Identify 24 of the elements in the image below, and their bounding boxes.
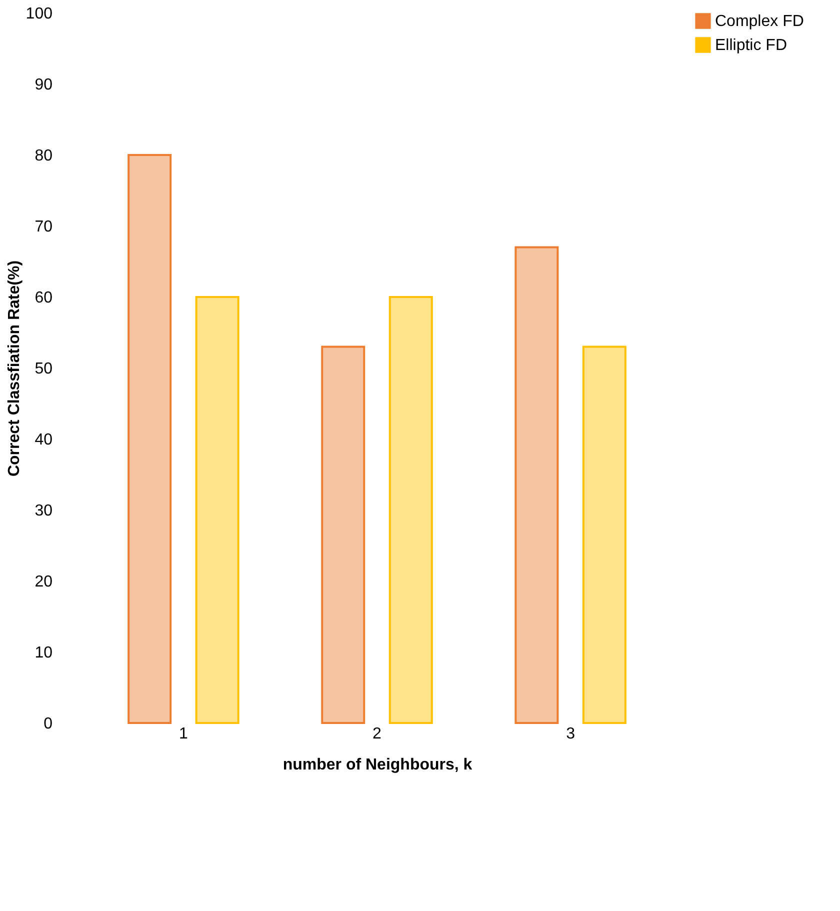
y-axis-title: Correct Classfiation Rate(%) bbox=[6, 260, 23, 477]
x-tick-label: 3 bbox=[566, 726, 576, 742]
x-axis-title: number of Neighbours, k bbox=[282, 756, 472, 774]
y-tick-label: 10 bbox=[34, 644, 53, 662]
bar bbox=[321, 346, 366, 724]
y-tick-label: 40 bbox=[34, 432, 53, 448]
y-tick-label: 80 bbox=[34, 148, 53, 164]
bar bbox=[195, 296, 240, 724]
x-tick-label: 1 bbox=[179, 726, 188, 742]
y-tick-label: 90 bbox=[34, 76, 53, 94]
legend-label: Elliptic FD bbox=[715, 37, 788, 54]
bar bbox=[582, 346, 626, 724]
y-tick-label: 100 bbox=[26, 6, 53, 22]
bar bbox=[128, 154, 172, 724]
y-tick-label: 30 bbox=[34, 502, 53, 520]
bar bbox=[514, 246, 559, 724]
x-tick-label: 2 bbox=[372, 726, 382, 742]
y-tick-label: 50 bbox=[34, 360, 53, 378]
y-tick-label: 0 bbox=[44, 716, 53, 732]
y-tick-label: 20 bbox=[34, 574, 53, 590]
bar bbox=[388, 296, 433, 724]
y-tick-label: 70 bbox=[34, 218, 53, 236]
legend-label: Complex FD bbox=[715, 13, 804, 30]
y-tick-label: 60 bbox=[34, 290, 53, 306]
